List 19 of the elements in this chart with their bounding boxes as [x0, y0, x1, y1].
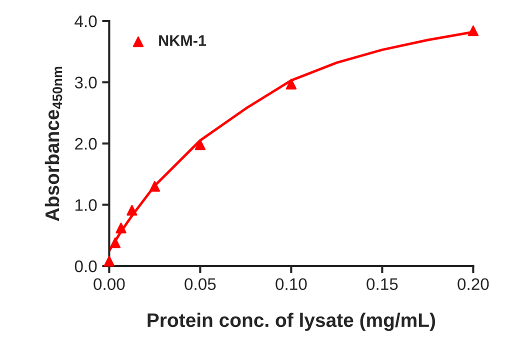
- y-tick-label: 4.0: [74, 15, 97, 28]
- x-tick-label: 0.00: [94, 278, 125, 290]
- legend-label: NKM-1: [159, 35, 206, 46]
- point: [116, 222, 126, 234]
- x-tick-label: 0.10: [276, 278, 307, 290]
- x-axis-title: Protein conc. of lysate (mg/mL): [148, 312, 436, 331]
- point: [126, 204, 138, 216]
- y-tick-label: 2.0: [75, 138, 97, 150]
- y-tick-label: 3.0: [74, 76, 97, 88]
- x-tick-label: 0.15: [366, 278, 398, 290]
- point: [149, 181, 160, 192]
- point: [286, 78, 297, 90]
- x-tick-label: 0.20: [458, 278, 489, 290]
- point: [110, 237, 121, 248]
- y-tick-label: 1.0: [76, 199, 97, 211]
- point: [468, 25, 479, 36]
- y-axis-title: Absorbance$_{450nm}$: [44, 66, 62, 222]
- x-tick-label: 0.05: [184, 278, 216, 290]
- y-tick-label: 0.0: [74, 260, 97, 272]
